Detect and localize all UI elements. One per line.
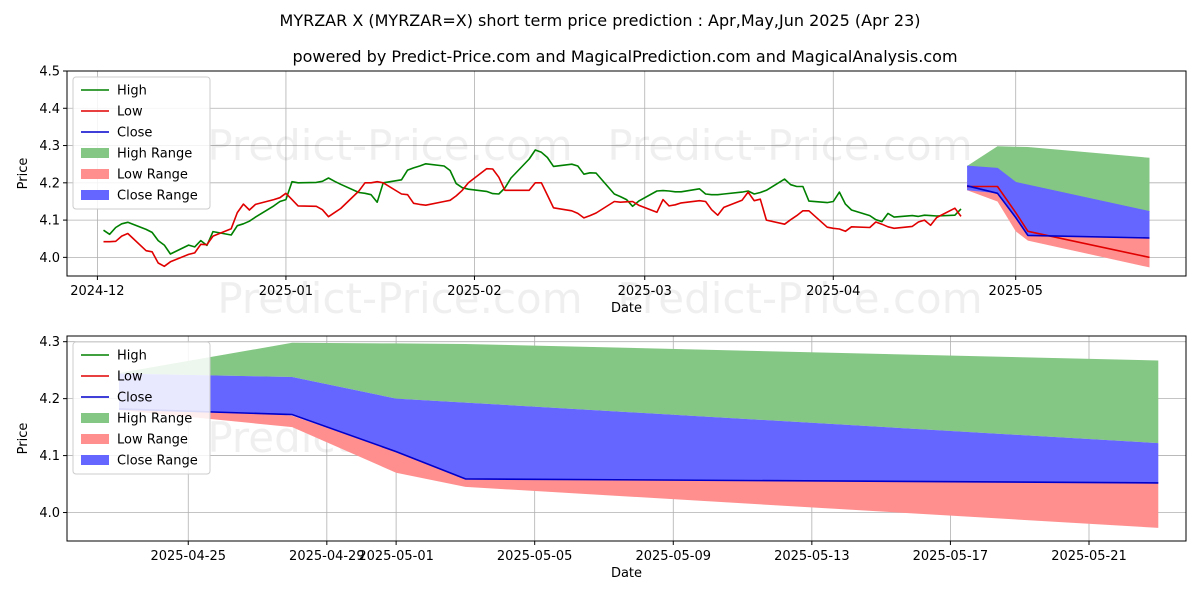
legend-label: Close Range	[117, 189, 198, 204]
x-tick-label: 2025-05-13	[774, 549, 850, 564]
low-range-area	[119, 395, 1159, 528]
legend-swatch-patch	[81, 434, 109, 444]
legend-label: Close Range	[117, 454, 198, 469]
watermark-text: Predict-Price.com	[207, 121, 572, 170]
legend-label: Low	[117, 105, 143, 120]
legend-label: High Range	[117, 147, 192, 162]
close-range-area	[967, 166, 1150, 238]
legend-label: High Range	[117, 412, 192, 427]
chart-subtitle: powered by Predict-Price.com and Magical…	[292, 47, 957, 66]
y-tick-label: 4.3	[39, 335, 60, 350]
close-series-line	[118, 408, 1159, 484]
x-tick-label: 2025-05-17	[913, 549, 989, 564]
y-tick-label: 4.1	[39, 449, 60, 464]
chart-title: MYRZAR X (MYRZAR=X) short term price pre…	[280, 11, 921, 30]
legend-swatch-patch	[81, 148, 109, 158]
y-tick-label: 4.5	[39, 65, 60, 80]
legend-label: Low Range	[117, 168, 188, 183]
bottom-plot: Predict-Price.comPredict-Price.com2025-0…	[16, 335, 1187, 581]
legend-swatch-patch	[81, 169, 109, 179]
y-tick-label: 4.0	[39, 251, 60, 266]
legend-swatch-patch	[81, 455, 109, 465]
y-tick-label: 4.4	[39, 102, 60, 117]
high-range-area	[119, 342, 1159, 444]
legend-label: Low Range	[117, 433, 188, 448]
x-axis-label: Date	[611, 301, 642, 316]
y-tick-label: 4.3	[39, 139, 60, 154]
low-range-area	[967, 181, 1150, 268]
legend-label: Low	[117, 370, 143, 385]
plot-frame	[66, 335, 1187, 542]
y-tick-label: 4.2	[39, 176, 60, 191]
x-tick-label: 2025-05-21	[1051, 549, 1127, 564]
x-tick-label: 2025-02	[447, 284, 501, 299]
watermark-text: Predict-Price.com	[617, 274, 982, 323]
plot-frame	[66, 70, 1187, 277]
high-range-area	[967, 146, 1150, 212]
low-forecast-line	[967, 185, 1150, 259]
high-forecast-line	[967, 165, 1150, 213]
legend-label: Close	[117, 391, 152, 406]
high-series-line	[103, 149, 962, 255]
x-tick-label: 2025-05-09	[635, 549, 711, 564]
x-tick-label: 2024-12	[70, 284, 124, 299]
x-tick-label: 2025-03	[618, 284, 672, 299]
legend-label: High	[117, 84, 147, 99]
close-forecast-line	[966, 185, 1150, 239]
legend-label: High	[117, 349, 147, 364]
x-tick-label: 2025-05-01	[358, 549, 434, 564]
legend-label: Close	[117, 126, 152, 141]
low-series-line	[103, 167, 962, 268]
y-tick-label: 4.0	[39, 506, 60, 521]
watermark-text: Predict-Price.com	[607, 121, 972, 170]
y-tick-label: 4.2	[39, 392, 60, 407]
x-tick-label: 2025-04-25	[150, 549, 226, 564]
x-tick-label: 2025-05-05	[497, 549, 573, 564]
y-axis-label: Price	[16, 423, 31, 455]
x-tick-label: 2025-04	[806, 284, 860, 299]
y-axis-label: Price	[16, 158, 31, 190]
y-tick-label: 4.1	[39, 214, 60, 229]
x-tick-label: 2025-01	[259, 284, 313, 299]
close-range-area	[119, 373, 1159, 483]
x-tick-label: 2025-04-29	[289, 549, 365, 564]
top-plot: Predict-Price.com Predict-Price.com Predic…	[16, 65, 1187, 323]
legend-swatch-patch	[81, 190, 109, 200]
watermark-text: Predict-Price.com	[217, 274, 582, 323]
x-axis-label: Date	[611, 566, 642, 581]
legend-swatch-patch	[81, 413, 109, 423]
x-tick-label: 2025-05	[989, 284, 1043, 299]
